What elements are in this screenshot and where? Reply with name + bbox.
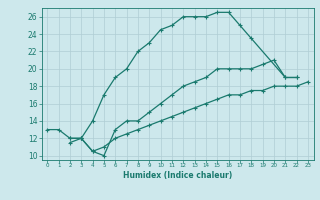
X-axis label: Humidex (Indice chaleur): Humidex (Indice chaleur) [123,171,232,180]
